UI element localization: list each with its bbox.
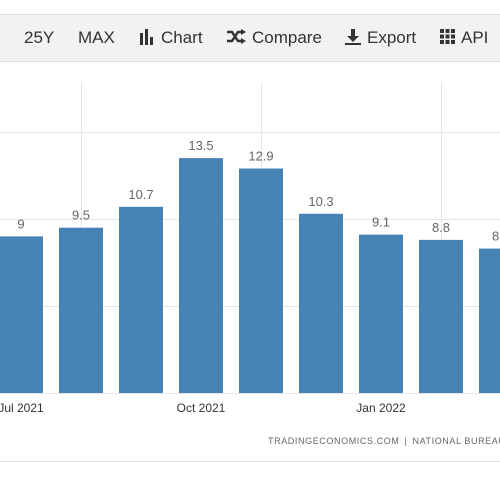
bar bbox=[479, 248, 500, 393]
bar bbox=[0, 236, 43, 393]
bar bbox=[119, 206, 163, 393]
bar-value-label: 9.1 bbox=[372, 215, 390, 230]
x-tick-label: Oct 2021 bbox=[177, 401, 226, 415]
bar bbox=[179, 158, 223, 393]
chart-button-label: Chart bbox=[161, 28, 203, 47]
x-tick-label: Jul 2021 bbox=[0, 401, 44, 415]
bar bbox=[419, 239, 463, 393]
shuffle-icon bbox=[227, 29, 246, 45]
bar-chart: 9 9.5 10.7 13.5 12.9 10.3 9.1 8.8 8.3 Jul 2021 Oct… bbox=[0, 82, 500, 415]
export-button[interactable]: Export bbox=[345, 15, 416, 61]
compare-button[interactable]: Compare bbox=[226, 15, 322, 61]
compare-button-label: Compare bbox=[252, 28, 322, 47]
chart-area: 9 9.5 10.7 13.5 12.9 10.3 9.1 8.8 8.3 Jul 2021 Oct… bbox=[0, 62, 500, 462]
bar bbox=[359, 234, 403, 393]
chart-toolbar: 25Y MAX Chart Compare Export API bbox=[0, 14, 500, 62]
bar bbox=[299, 213, 343, 393]
bar-value-label: 8.3 bbox=[492, 229, 500, 244]
bar-value-label: 12.9 bbox=[248, 149, 273, 164]
api-button-label: API bbox=[461, 28, 489, 47]
download-icon bbox=[345, 28, 361, 45]
bar-value-label: 8.8 bbox=[432, 220, 450, 235]
source-attribution: TRADINGECONOMICS.COM | NATIONAL BUREAU bbox=[268, 436, 500, 446]
grid-icon bbox=[440, 29, 455, 45]
range-25y-button[interactable]: 25Y bbox=[24, 15, 54, 61]
range-max-label: MAX bbox=[78, 28, 115, 47]
source-provider: NATIONAL BUREAU bbox=[412, 436, 500, 446]
bar bbox=[59, 227, 103, 393]
bar-chart-icon bbox=[140, 28, 153, 45]
bar-value-label: 10.7 bbox=[128, 187, 153, 202]
source-separator: | bbox=[404, 436, 408, 446]
chart-button[interactable]: Chart bbox=[140, 15, 203, 61]
bar-value-label: 10.3 bbox=[308, 194, 333, 209]
api-button[interactable]: API bbox=[440, 15, 488, 61]
bar-value-label: 9 bbox=[17, 216, 24, 231]
bar-value-label: 13.5 bbox=[188, 138, 213, 153]
bar bbox=[239, 168, 283, 393]
range-25y-label: 25Y bbox=[24, 28, 55, 47]
range-max-button[interactable]: MAX bbox=[78, 15, 115, 61]
x-tick-label: Jan 2022 bbox=[356, 401, 406, 415]
source-site: TRADINGECONOMICS.COM bbox=[268, 436, 400, 446]
bar-value-label: 9.5 bbox=[72, 208, 90, 223]
export-button-label: Export bbox=[367, 28, 417, 47]
